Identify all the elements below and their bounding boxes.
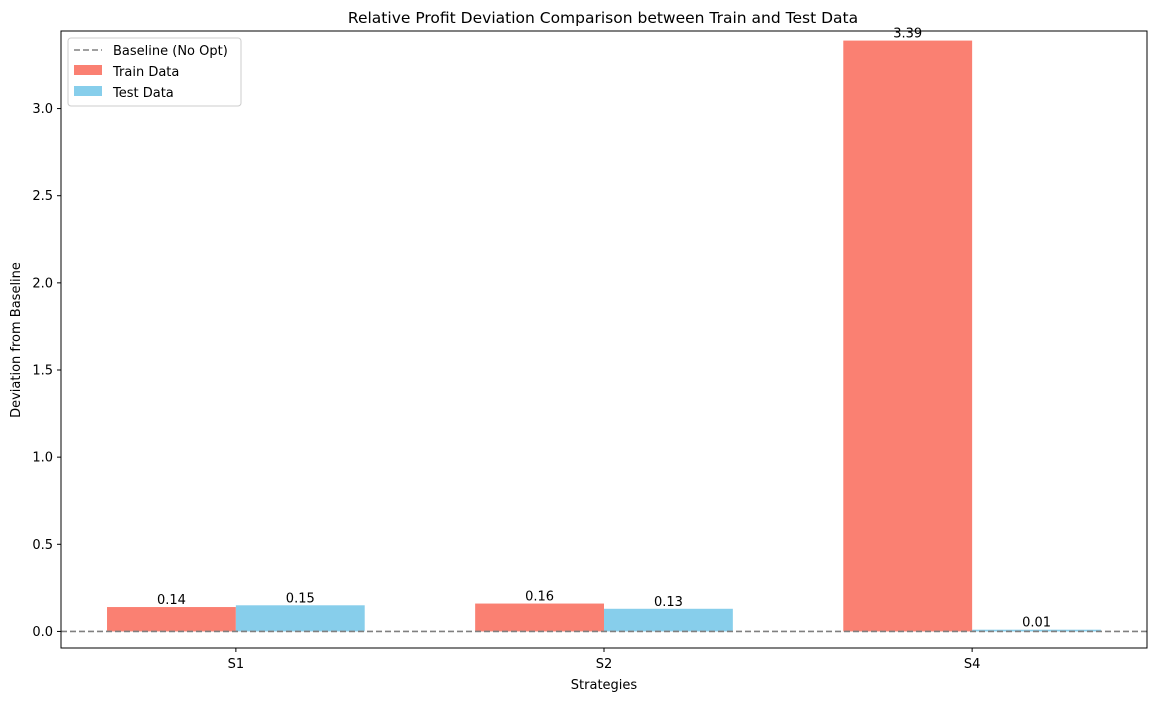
plot-area: 0.14 0.16 3.39 0.15 0.13 0.01 0.0 0.5 1.0 1.5 2.0 2… xyxy=(32,27,1147,672)
y-tick-label-1: 0.5 xyxy=(32,538,53,553)
bar-test-s4 xyxy=(972,629,1101,632)
legend-box xyxy=(67,37,242,107)
plot-frame xyxy=(60,30,1148,649)
legend-swatch-test xyxy=(74,86,102,96)
y-tick-label-0: 0.0 xyxy=(32,625,53,640)
legend: Baseline (No Opt) Train Data Test Data xyxy=(67,37,242,107)
data-label-test-s2: 0.13 xyxy=(654,595,683,610)
data-label-train-s4: 3.39 xyxy=(893,27,922,42)
y-tick-label-5: 2.5 xyxy=(32,189,53,204)
y-tick-label-4: 2.0 xyxy=(32,276,53,291)
bar-train-s1 xyxy=(107,607,236,632)
y-tick-label-3: 1.5 xyxy=(32,364,53,379)
data-label-train-s1: 0.14 xyxy=(157,593,186,608)
legend-swatch-train xyxy=(74,65,102,75)
x-tick-label-s4: S4 xyxy=(964,657,981,672)
y-tick-label-2: 1.0 xyxy=(32,451,53,466)
bar-test-s2 xyxy=(604,608,733,632)
chart-title: Relative Profit Deviation Comparison bet… xyxy=(348,9,858,27)
bar-train-s4 xyxy=(843,40,973,632)
bar-train-s2 xyxy=(475,603,604,632)
legend-label-baseline: Baseline (No Opt) xyxy=(113,44,228,59)
x-tick-label-s2: S2 xyxy=(596,657,613,672)
legend-label-train: Train Data xyxy=(112,65,179,80)
y-tick-label-6: 3.0 xyxy=(32,102,53,117)
data-label-test-s4: 0.01 xyxy=(1022,616,1051,631)
x-axis-label: Strategies xyxy=(571,678,638,693)
legend-label-test: Test Data xyxy=(112,86,174,101)
data-label-test-s1: 0.15 xyxy=(286,591,315,606)
x-tick-label-s1: S1 xyxy=(228,657,245,672)
y-axis-label: Deviation from Baseline xyxy=(9,262,24,418)
data-label-train-s2: 0.16 xyxy=(525,590,554,605)
bar-test-s1 xyxy=(235,605,365,632)
